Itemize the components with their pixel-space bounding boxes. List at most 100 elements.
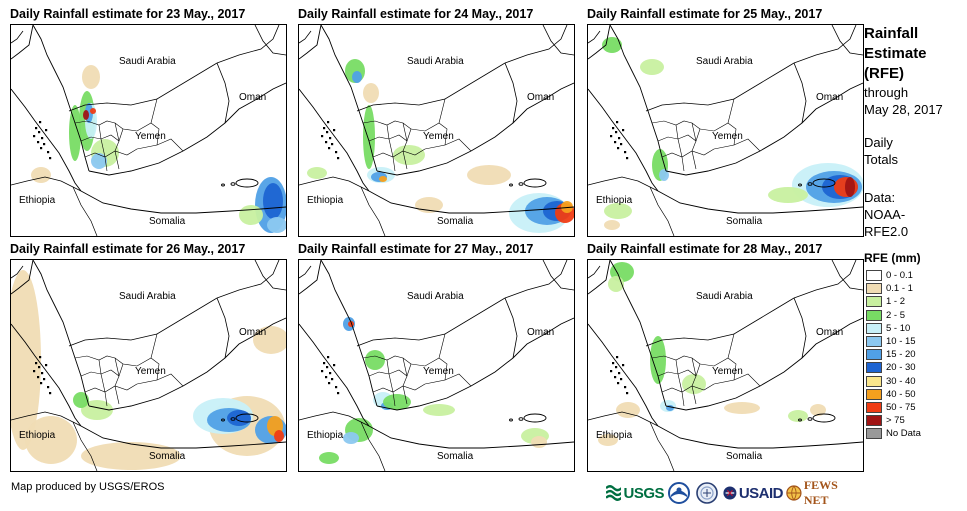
label-saudi-arabia: Saudi Arabia <box>696 56 753 67</box>
through-date: May 28, 2017 <box>864 102 943 117</box>
island-dot <box>326 131 329 134</box>
data-source-line: RFE2.0 <box>864 224 909 239</box>
sidebar-title: Rainfall Estimate (RFE) <box>864 24 927 84</box>
island-outline <box>798 418 802 422</box>
island-dot <box>618 137 621 140</box>
island-dot <box>325 141 328 144</box>
rainfall-area <box>604 220 620 230</box>
rainfall-layer <box>598 262 826 446</box>
boundary-line <box>368 425 574 449</box>
boundary-line <box>504 297 518 359</box>
boundary-line <box>84 383 138 393</box>
label-oman: Oman <box>816 327 844 338</box>
island-dot <box>610 135 613 138</box>
rainfall-area <box>659 169 669 181</box>
boundary-line <box>32 260 90 407</box>
boundary-line <box>657 425 863 449</box>
boundary-line <box>150 98 158 124</box>
sidebar-data-source: Data: NOAA- RFE2.0 <box>864 189 908 240</box>
boundary-line <box>831 260 863 291</box>
island-dot <box>333 364 336 367</box>
island-outline <box>518 417 524 421</box>
boundary-line <box>299 260 322 295</box>
boundary-line <box>11 30 24 44</box>
boundary-line <box>733 138 761 152</box>
boundary-line <box>657 190 863 214</box>
boundary-line <box>504 25 568 64</box>
boundary-line <box>588 323 659 427</box>
rainfall-area <box>90 108 96 114</box>
rainfall-area <box>810 404 826 416</box>
legend-item: 30 - 40 <box>866 375 921 388</box>
island-dot <box>622 129 625 132</box>
boundary-line <box>699 357 737 385</box>
label-saudi-arabia: Saudi Arabia <box>119 56 176 67</box>
sidebar-title-line: (RFE) <box>864 65 904 82</box>
boundary-line <box>299 25 322 60</box>
rainfall-area <box>531 436 547 448</box>
map-credit: Map produced by USGS/EROS <box>11 481 165 493</box>
boundary-line <box>84 148 138 158</box>
boundary-line <box>386 124 396 172</box>
boundary-line <box>299 88 370 192</box>
island-dot <box>329 372 332 375</box>
label-oman: Oman <box>816 92 844 103</box>
boundary-line <box>657 363 701 377</box>
boundary-layer <box>11 25 286 236</box>
boundary-line <box>588 265 601 279</box>
boundary-line <box>438 333 446 359</box>
rainfall-layer <box>11 270 286 470</box>
legend-swatch <box>866 349 882 361</box>
island-dot <box>39 356 42 359</box>
boundary-line <box>588 411 659 427</box>
island-dot <box>624 151 627 154</box>
rainfall-area <box>616 402 640 418</box>
island-outline <box>221 183 225 187</box>
rainfall-layer <box>31 65 286 233</box>
boundary-layer <box>588 260 863 471</box>
boundary-line <box>216 62 230 124</box>
rainfall-panel-may-25: Daily Rainfall estimate for 25 May., 201… <box>587 7 864 237</box>
island-outline <box>509 418 513 422</box>
island-dot <box>43 378 46 381</box>
island-dot <box>37 141 40 144</box>
boundary-line <box>727 333 735 359</box>
island-dot <box>620 143 623 146</box>
rainfall-area <box>307 167 327 179</box>
island-dot <box>327 121 330 124</box>
label-yemen: Yemen <box>423 366 454 377</box>
rainfall-map: Saudi Arabia Oman Yemen Ethiopia Somalia <box>587 24 864 237</box>
island-dot <box>40 382 43 385</box>
panel-title: Daily Rainfall estimate for 27 May., 201… <box>298 242 534 256</box>
fews-globe-icon <box>786 485 802 501</box>
label-ethiopia: Ethiopia <box>19 430 56 441</box>
island-dot <box>333 129 336 132</box>
island-dot <box>39 121 42 124</box>
label-ethiopia: Ethiopia <box>19 195 56 206</box>
boundary-line <box>216 25 280 64</box>
legend-swatch <box>866 388 882 400</box>
boundary-line <box>444 138 472 152</box>
boundary-line <box>657 128 701 142</box>
island-dot <box>49 392 52 395</box>
rainfall-area <box>423 404 455 416</box>
boundary-line <box>410 122 448 150</box>
boundary-line <box>122 122 160 150</box>
rainfall-layer <box>319 317 549 464</box>
rainfall-area <box>319 452 339 464</box>
rainfall-area <box>604 203 632 219</box>
island-outline <box>235 413 259 423</box>
island-outline <box>523 413 547 423</box>
boundary-line <box>74 355 124 365</box>
label-oman: Oman <box>527 92 555 103</box>
boundary-line <box>665 82 863 176</box>
legend-item: > 75 <box>866 414 921 427</box>
rainfall-area <box>25 416 77 464</box>
island-outline <box>812 413 836 423</box>
legend-item: 10 - 15 <box>866 335 921 348</box>
island-outline <box>807 417 813 421</box>
island-dot <box>614 141 617 144</box>
boundary-line <box>793 62 807 124</box>
boundary-line <box>542 260 574 291</box>
boundary-line <box>793 260 857 299</box>
